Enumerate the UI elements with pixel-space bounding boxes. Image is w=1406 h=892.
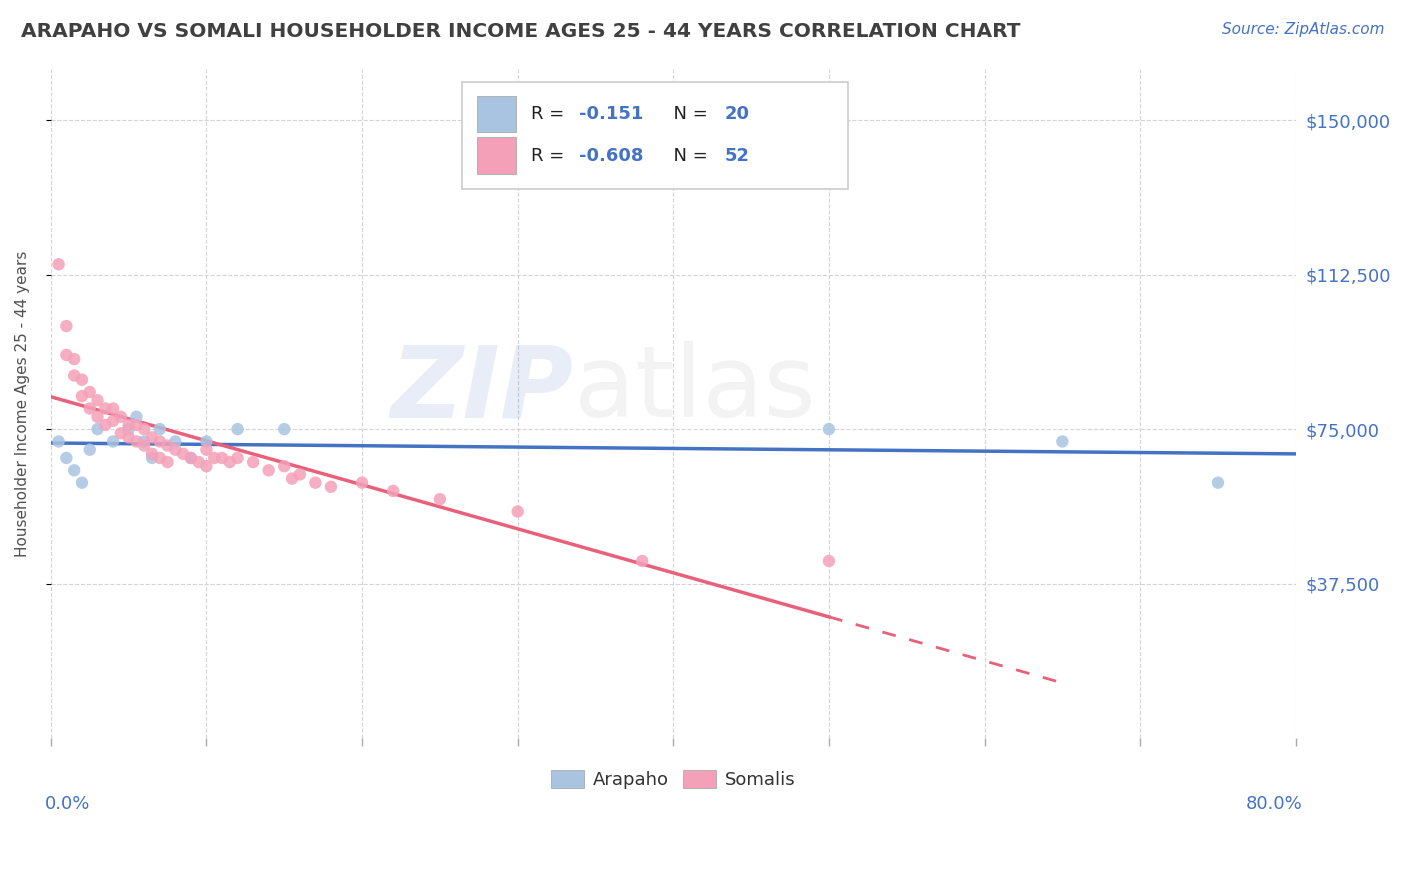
Text: 0.0%: 0.0%	[45, 795, 90, 814]
Text: ARAPAHO VS SOMALI HOUSEHOLDER INCOME AGES 25 - 44 YEARS CORRELATION CHART: ARAPAHO VS SOMALI HOUSEHOLDER INCOME AGE…	[21, 22, 1021, 41]
Point	[101, 434, 124, 449]
Point	[319, 480, 342, 494]
Point	[141, 447, 163, 461]
Point	[79, 442, 101, 457]
Point	[141, 450, 163, 465]
Point	[55, 450, 77, 465]
Point	[281, 471, 304, 485]
Text: -0.151: -0.151	[579, 105, 643, 123]
Point	[117, 417, 139, 432]
Text: N =: N =	[662, 105, 714, 123]
Point	[55, 348, 77, 362]
Point	[218, 455, 240, 469]
Point	[79, 401, 101, 416]
Point	[631, 554, 654, 568]
Point	[94, 401, 117, 416]
Text: Source: ZipAtlas.com: Source: ZipAtlas.com	[1222, 22, 1385, 37]
Point	[818, 422, 841, 436]
Point	[818, 554, 841, 568]
Point	[180, 450, 202, 465]
Point	[70, 475, 93, 490]
Point	[79, 384, 101, 399]
Point	[134, 434, 156, 449]
Y-axis label: Householder Income Ages 25 - 44 years: Householder Income Ages 25 - 44 years	[15, 250, 30, 557]
Point	[110, 409, 132, 424]
Text: R =: R =	[531, 146, 571, 165]
Point	[101, 414, 124, 428]
Legend: Arapaho, Somalis: Arapaho, Somalis	[544, 763, 803, 797]
Point	[48, 257, 70, 271]
Point	[117, 422, 139, 436]
Point	[156, 455, 179, 469]
Point	[63, 463, 86, 477]
Point	[134, 439, 156, 453]
Point	[506, 504, 529, 518]
Point	[211, 450, 233, 465]
Point	[288, 467, 311, 482]
Point	[202, 450, 225, 465]
Text: N =: N =	[662, 146, 714, 165]
Text: 52: 52	[724, 146, 749, 165]
Point	[352, 475, 374, 490]
Point	[48, 434, 70, 449]
Point	[117, 430, 139, 444]
Point	[70, 389, 93, 403]
Point	[149, 422, 172, 436]
Point	[273, 422, 295, 436]
Point	[94, 417, 117, 432]
Point	[273, 459, 295, 474]
Point	[134, 422, 156, 436]
Point	[1206, 475, 1229, 490]
Point	[149, 434, 172, 449]
Point	[1052, 434, 1074, 449]
Point	[429, 492, 451, 507]
Point	[125, 409, 148, 424]
Point	[165, 442, 187, 457]
Point	[226, 422, 249, 436]
Bar	[477, 95, 516, 133]
Point	[172, 447, 194, 461]
Text: 80.0%: 80.0%	[1246, 795, 1302, 814]
Point	[63, 368, 86, 383]
Text: -0.608: -0.608	[579, 146, 643, 165]
Point	[101, 401, 124, 416]
Point	[63, 352, 86, 367]
Point	[195, 442, 218, 457]
Point	[187, 455, 209, 469]
Bar	[477, 137, 516, 174]
Point	[165, 434, 187, 449]
Text: R =: R =	[531, 105, 571, 123]
Point	[242, 455, 264, 469]
Point	[70, 373, 93, 387]
Point	[304, 475, 326, 490]
Text: 20: 20	[724, 105, 749, 123]
Text: atlas: atlas	[574, 342, 815, 439]
Point	[195, 459, 218, 474]
Point	[257, 463, 280, 477]
Point	[86, 393, 108, 408]
Point	[141, 430, 163, 444]
Point	[156, 439, 179, 453]
Point	[55, 319, 77, 334]
Point	[125, 434, 148, 449]
Point	[382, 483, 405, 498]
Text: ZIP: ZIP	[391, 342, 574, 439]
Point	[86, 422, 108, 436]
Point	[86, 409, 108, 424]
Point	[226, 450, 249, 465]
Point	[180, 450, 202, 465]
Point	[195, 434, 218, 449]
Point	[110, 426, 132, 441]
Point	[149, 450, 172, 465]
Point	[125, 417, 148, 432]
FancyBboxPatch shape	[461, 82, 848, 189]
